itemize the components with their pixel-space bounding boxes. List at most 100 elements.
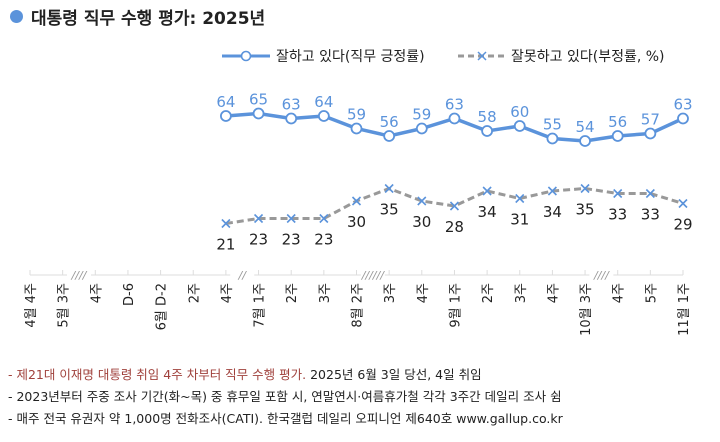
x-tick-label: 7월 1주 xyxy=(253,283,268,328)
x-tick-label: 9월 1주 xyxy=(448,283,463,328)
disapprove-line xyxy=(225,186,684,225)
footnote-1-rest: 2025년 6월 3일 당선, 4일 취임 xyxy=(306,367,482,382)
disapprove-marker xyxy=(613,188,623,199)
chart-title: 대통령 직무 수행 평가: 2025년 xyxy=(10,4,265,29)
disapprove-marker xyxy=(384,183,394,194)
title-dot-icon xyxy=(10,10,23,23)
chart: 4월 4주 5월 3주 4주 D-6 6월 D-2 2주 4주 7월 1주 2주 3주 8월 2주 3… xyxy=(24,49,693,336)
approve-marker xyxy=(644,127,657,140)
x-tick-label: 5월 3주 xyxy=(57,283,72,328)
approve-marker xyxy=(317,110,330,122)
axis-break-mark: //// xyxy=(71,269,88,282)
approve-data-label: 59 xyxy=(412,106,431,124)
x-tick-label: 2주 xyxy=(285,283,300,303)
approve-marker xyxy=(383,130,396,142)
approve-marker xyxy=(546,132,559,145)
disapprove-marker xyxy=(253,213,264,224)
approve-data-label: 64 xyxy=(314,93,333,111)
disapprove-marker xyxy=(221,218,231,229)
disapprove-data-label: 29 xyxy=(673,216,692,234)
approve-data-label: 58 xyxy=(478,108,497,126)
footnotes: - 제21대 이재명 대통령 취임 4주 차부터 직무 수행 평가. 2025년… xyxy=(8,364,563,430)
x-tick-label: 10월 3주 xyxy=(579,283,594,336)
axis-break-bg xyxy=(360,268,385,280)
disapprove-marker xyxy=(351,196,362,206)
axis-break-mark: ////// xyxy=(361,269,386,282)
approve-marker xyxy=(677,112,689,125)
legend-disapprove-marker xyxy=(477,51,487,61)
x-tick-label: 3주 xyxy=(514,283,529,303)
approve-marker xyxy=(513,120,526,132)
x-tick-label: 4주 xyxy=(89,283,104,303)
disapprove-data-label: 23 xyxy=(314,231,333,249)
x-tick-label: 5주 xyxy=(644,283,659,303)
x-tick-label: 4주 xyxy=(546,283,561,303)
x-tick-label: 2주 xyxy=(187,283,202,303)
legend-disapprove-label: 잘못하고 있다(부정률, %) xyxy=(511,49,665,65)
disapprove-data-label: 33 xyxy=(608,206,627,224)
axis-break-bg xyxy=(230,268,255,280)
approve-marker xyxy=(285,112,298,125)
approve-data-label: 63 xyxy=(445,96,464,114)
approve-data-label: 60 xyxy=(510,103,529,121)
approve-marker xyxy=(415,122,428,135)
disapprove-marker xyxy=(417,196,427,206)
disapprove-marker xyxy=(286,213,296,224)
approve-data-label: 54 xyxy=(576,118,595,136)
approve-data-label: 59 xyxy=(347,106,366,124)
approve-data-label: 55 xyxy=(543,116,562,134)
x-tick-label: 2주 xyxy=(481,283,496,303)
footnote-3: - 매주 전국 유권자 약 1,000명 전화조사(CATI). 한국갤럽 데일… xyxy=(8,411,563,426)
axis-break-bg xyxy=(589,268,614,280)
x-tick-label: 4주 xyxy=(612,283,627,303)
disapprove-marker xyxy=(319,213,329,224)
approve-marker xyxy=(252,107,265,120)
disapprove-data-label: 21 xyxy=(216,236,235,254)
disapprove-marker xyxy=(580,183,590,194)
axis-break-mark: // xyxy=(238,269,248,282)
disapprove-data-label: 23 xyxy=(249,231,268,249)
approve-marker xyxy=(611,130,624,142)
footnote-2: - 2023년부터 주중 조사 기간(화~목) 중 휴무일 포함 시, 연말연시… xyxy=(8,389,562,404)
approve-data-label: 65 xyxy=(249,91,268,109)
disapprove-data-label: 34 xyxy=(478,203,497,221)
disapprove-data-label: 35 xyxy=(576,201,595,219)
x-tick-label: 8월 2주 xyxy=(351,283,366,328)
disapprove-marker xyxy=(678,198,688,209)
disapprove-marker xyxy=(449,201,460,211)
legend-approve-label: 잘하고 있다(직무 긍정률) xyxy=(276,49,425,65)
approve-data-label: 56 xyxy=(608,113,627,131)
approve-data-label: 63 xyxy=(673,96,692,114)
axis-break-mark: //// xyxy=(593,269,610,282)
x-tick-label: 3주 xyxy=(318,283,333,303)
approve-data-label: 64 xyxy=(216,93,235,111)
axis-break-bg xyxy=(66,268,91,280)
legend-approve-marker xyxy=(240,50,252,62)
x-tick-label: 11월 1주 xyxy=(677,283,692,336)
disapprove-data-label: 34 xyxy=(543,203,562,221)
disapprove-marker xyxy=(547,186,557,196)
x-tick-label: 6월 D-2 xyxy=(155,283,170,330)
footnote-1-highlight: - 제21대 이재명 대통령 취임 4주 차부터 직무 수행 평가. xyxy=(8,367,307,382)
x-tick-label: D-6 xyxy=(122,283,137,306)
approve-marker xyxy=(448,112,461,125)
disapprove-data-label: 33 xyxy=(641,206,660,224)
footnote-1: - 제21대 이재명 대통령 취임 4주 차부터 직무 수행 평가. 2025년… xyxy=(8,364,563,386)
approve-data-label: 56 xyxy=(380,113,399,131)
approve-data-label: 57 xyxy=(641,111,660,129)
disapprove-marker xyxy=(645,188,655,199)
disapprove-data-label: 23 xyxy=(282,231,301,249)
approve-marker xyxy=(219,110,232,122)
approve-marker xyxy=(481,125,494,137)
x-tick-label: 4주 xyxy=(416,283,431,303)
approve-data-label: 63 xyxy=(282,96,301,114)
x-tick-label: 3주 xyxy=(383,283,398,303)
disapprove-data-label: 35 xyxy=(380,201,399,219)
disapprove-data-label: 28 xyxy=(445,218,464,236)
approve-marker xyxy=(350,122,363,135)
disapprove-data-label: 31 xyxy=(510,211,529,229)
disapprove-marker xyxy=(482,186,492,196)
chart-title-text: 대통령 직무 수행 평가: 2025년 xyxy=(31,9,266,29)
approve-marker xyxy=(579,135,591,147)
x-tick-label: 4주 xyxy=(220,283,235,303)
